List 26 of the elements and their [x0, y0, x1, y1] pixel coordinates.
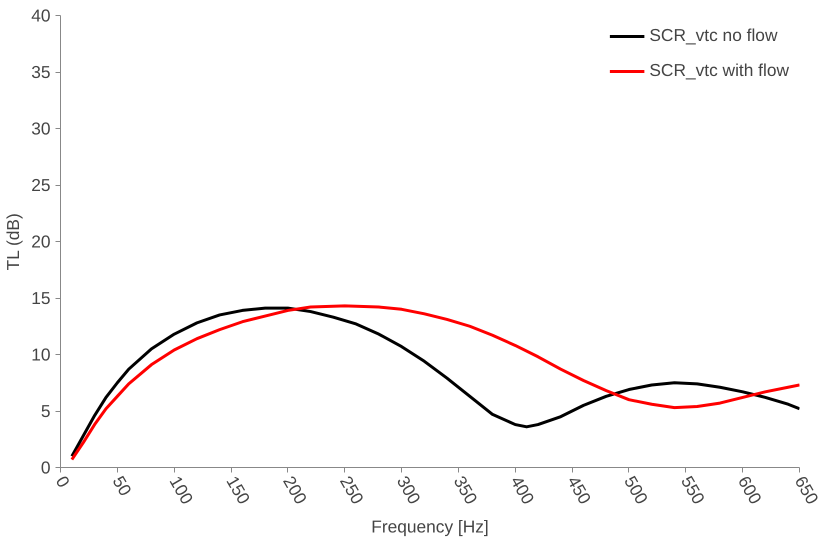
x-tick-label: 100: [166, 472, 198, 508]
y-tick-label: 15: [31, 288, 51, 308]
y-tick-label: 10: [31, 344, 51, 364]
x-tick-label: 600: [734, 472, 766, 508]
x-tick-label: 650: [790, 472, 823, 508]
x-tick-label: 400: [506, 472, 538, 508]
y-tick-label: 25: [31, 175, 51, 195]
x-tick-label: 500: [620, 472, 652, 508]
y-tick-label: 35: [31, 62, 51, 82]
legend-label: SCR_vtc no flow: [649, 25, 778, 46]
y-axis-title: TL (dB): [3, 213, 24, 270]
x-tick-label: 550: [677, 472, 709, 508]
y-tick-label: 0: [40, 458, 51, 478]
y-tick-label: 5: [40, 401, 51, 421]
x-axis-title: Frequency [Hz]: [371, 516, 489, 537]
x-tick-label: 350: [450, 472, 482, 508]
y-tick-label: 30: [31, 118, 51, 138]
x-tick-label: 150: [222, 472, 254, 508]
y-tick-label: 40: [31, 6, 51, 26]
legend-label: SCR_vtc with flow: [649, 60, 789, 81]
x-tick-label: 250: [336, 472, 368, 508]
x-tick-label: 50: [108, 472, 136, 500]
x-tick-label: 450: [563, 472, 596, 508]
y-tick-label: 20: [31, 232, 51, 252]
x-tick-label: 300: [392, 472, 425, 508]
x-tick-label: 200: [279, 472, 312, 508]
